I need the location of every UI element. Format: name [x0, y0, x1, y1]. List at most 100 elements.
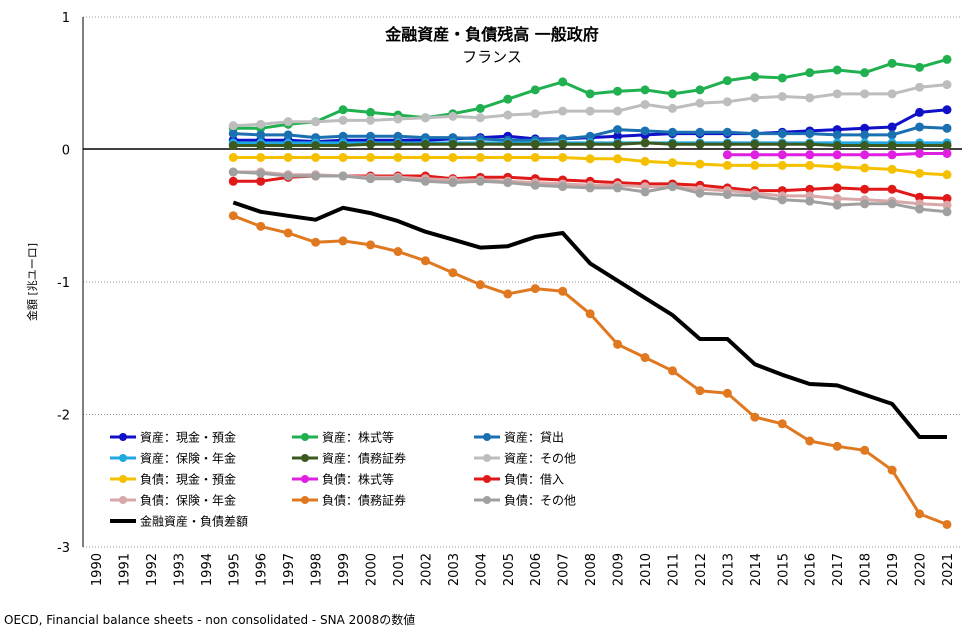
data-point	[750, 93, 760, 103]
legend-label: 負債：株式等	[322, 472, 394, 487]
data-point	[503, 110, 513, 120]
legend-swatch-marker	[483, 496, 491, 504]
data-point	[558, 152, 568, 162]
data-point	[366, 115, 376, 125]
data-point	[832, 89, 842, 99]
data-point	[832, 130, 842, 140]
data-point	[585, 131, 595, 141]
data-point	[777, 195, 787, 205]
data-point	[475, 103, 485, 113]
data-point	[805, 160, 815, 170]
data-point	[338, 115, 348, 125]
data-point	[530, 152, 540, 162]
data-point	[256, 130, 266, 140]
data-point	[832, 194, 842, 204]
data-point	[915, 82, 925, 92]
axes	[82, 17, 962, 547]
data-point	[750, 72, 760, 82]
data-point	[558, 139, 568, 149]
legend-label: 資産：債務証券	[322, 451, 406, 466]
data-point	[338, 171, 348, 181]
data-point	[942, 54, 952, 64]
data-point	[613, 86, 623, 96]
data-point	[860, 445, 870, 455]
data-point	[887, 58, 897, 68]
data-point	[832, 162, 842, 172]
data-point	[695, 85, 705, 95]
x-tick-label: 1991	[117, 553, 132, 586]
legend-label: 資産：その他	[504, 451, 576, 466]
data-point	[695, 188, 705, 198]
data-point	[942, 123, 952, 133]
data-point	[503, 139, 513, 149]
data-point	[860, 184, 870, 194]
data-point	[475, 176, 485, 186]
legend-label: 金融資産・負債差額	[140, 514, 248, 529]
data-point	[420, 139, 430, 149]
data-point	[667, 103, 677, 113]
data-point	[777, 129, 787, 139]
data-point	[228, 141, 238, 151]
data-point	[585, 154, 595, 164]
data-point	[228, 121, 238, 131]
data-point	[667, 127, 677, 137]
data-point	[420, 152, 430, 162]
data-point	[475, 280, 485, 290]
legend-label: 負債：債務証券	[322, 493, 406, 508]
x-tick-label: 2010	[639, 553, 654, 586]
series-lines	[228, 54, 952, 529]
data-point	[667, 158, 677, 168]
legend-swatch-marker	[483, 475, 491, 483]
data-point	[585, 139, 595, 149]
data-point	[558, 286, 568, 296]
legend-item: 金融資産・負債差額	[110, 514, 248, 529]
y-axis-label: 金額 [兆ユーロ]	[25, 243, 39, 321]
legend-item: 負債：債務証券	[292, 493, 406, 508]
data-point	[805, 139, 815, 149]
data-point	[832, 183, 842, 193]
data-point	[860, 163, 870, 173]
x-tick-label: 2020	[914, 553, 929, 586]
data-point	[667, 139, 677, 149]
x-tick-label: 1996	[255, 553, 270, 586]
x-tick-label: 2008	[584, 553, 599, 586]
data-point	[942, 200, 952, 210]
data-point	[860, 68, 870, 78]
x-tick-label: 1999	[337, 553, 352, 586]
data-point	[393, 139, 403, 149]
x-tick-label: 1995	[227, 553, 242, 586]
data-point	[256, 221, 266, 231]
data-point	[338, 141, 348, 151]
data-point	[887, 199, 897, 209]
x-tick-label: 1997	[282, 553, 297, 586]
y-tick-label: -2	[57, 409, 70, 424]
data-point	[585, 89, 595, 99]
data-point	[722, 160, 732, 170]
legend-label: 資産：貸出	[504, 430, 564, 445]
data-point	[860, 123, 870, 133]
data-point	[887, 164, 897, 174]
x-tick-label: 2005	[502, 553, 517, 586]
data-point	[613, 125, 623, 135]
x-tick-label: 2011	[666, 553, 681, 586]
data-point	[805, 196, 815, 206]
legend-item: 負債：株式等	[292, 472, 394, 487]
data-point	[613, 154, 623, 164]
legend-item: 負債：現金・預金	[110, 472, 236, 487]
data-point	[613, 106, 623, 116]
data-point	[750, 139, 760, 149]
y-tick-labels: 1 0 -1 -2 -3	[57, 11, 70, 556]
data-point	[366, 240, 376, 250]
data-point	[475, 152, 485, 162]
legend-item: 資産：債務証券	[292, 451, 406, 466]
data-point	[366, 139, 376, 149]
data-point	[805, 436, 815, 446]
series-6	[228, 152, 952, 180]
data-point	[613, 183, 623, 193]
data-point	[860, 141, 870, 151]
data-point	[393, 114, 403, 124]
data-point	[832, 141, 842, 151]
data-point	[613, 339, 623, 349]
data-point	[722, 127, 732, 137]
